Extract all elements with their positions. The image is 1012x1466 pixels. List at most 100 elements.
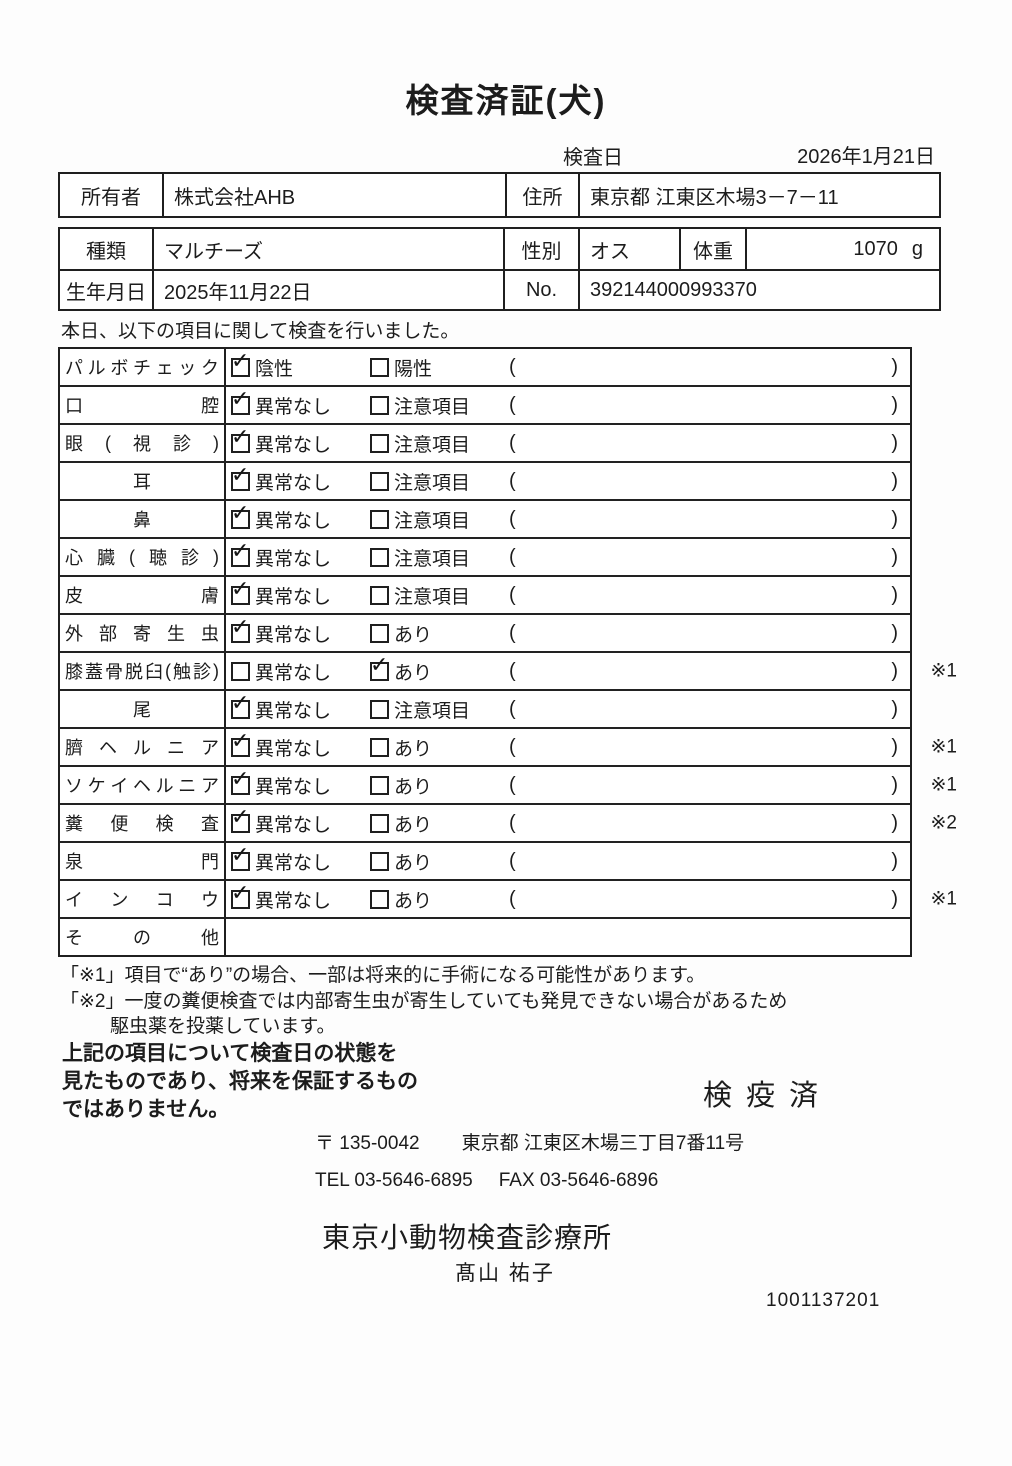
checklist-row-fecal-exam: 糞便検査 ✓ 異常なし あり ( ) ※2 (60, 803, 957, 841)
checklist-item-label: 泉門 (60, 843, 226, 879)
check-mark: ✓ (231, 575, 250, 601)
checklist-row-content: ✓ 異常なし 注意項目 ( ) (226, 539, 910, 575)
paren-close: ) (891, 431, 898, 454)
checklist-row-content: ✓ 異常なし あり ( ) (226, 805, 910, 841)
check-mark: ✓ (231, 841, 250, 867)
checklist-row-nose: 鼻 ✓ 異常なし 注意項目 ( ) (60, 499, 910, 537)
checkbox-caution[interactable] (370, 471, 389, 491)
check-mark: ✓ (231, 499, 250, 525)
document-code: 1001137201 (766, 1290, 881, 1311)
paren-close: ) (891, 659, 898, 682)
paren-open: ( (509, 507, 516, 530)
checkbox-present[interactable] (370, 851, 389, 871)
paren-close: ) (891, 735, 898, 758)
checkbox-present[interactable] (370, 737, 389, 757)
option-label: 異常なし (255, 776, 332, 798)
checkbox-normal[interactable]: ✓ (231, 501, 250, 529)
checkbox-normal[interactable]: ✓ (231, 539, 250, 567)
checklist-item-label: 心臓(聴診) (60, 539, 226, 575)
check-mark: ✓ (231, 385, 250, 411)
checklist-row-content: ✓ 異常なし 注意項目 ( ) (226, 425, 910, 461)
paren-open: ( (509, 697, 516, 720)
checkbox-normal[interactable] (231, 661, 250, 681)
checkbox-normal[interactable]: ✓ (231, 729, 250, 757)
check-mark: ✓ (231, 765, 250, 791)
option-label: 陰性 (255, 358, 294, 380)
option-label: 注意項目 (394, 396, 471, 418)
sex-value: オス (578, 229, 679, 269)
check-mark: ✓ (231, 879, 250, 905)
checkbox-normal[interactable]: ✓ (231, 387, 250, 415)
paren-close: ) (891, 697, 898, 720)
checklist-row-content: ✓ 異常なし あり ( ) (226, 843, 910, 879)
checkbox-present[interactable]: ✓ (370, 653, 389, 681)
owner-label: 所有者 (81, 186, 141, 209)
check-mark: ✓ (370, 651, 389, 677)
checkbox-normal[interactable]: ✓ (231, 881, 250, 909)
check-mark: ✓ (231, 613, 250, 639)
paren-close: ) (891, 355, 898, 378)
checkbox-normal[interactable]: ✓ (231, 843, 250, 871)
checklist-row-tail: 尾 ✓ 異常なし 注意項目 ( ) (60, 689, 910, 727)
paren-open: ( (509, 887, 516, 910)
option-label: 異常なし (255, 510, 332, 532)
checkbox-normal[interactable]: ✓ (231, 767, 250, 795)
checklist-item-label: 眼(視診) (60, 425, 226, 461)
checklist-row-content: ✓ 異常なし 注意項目 ( ) (226, 501, 910, 537)
checkbox-present[interactable] (370, 889, 389, 909)
option-label: あり (394, 776, 433, 798)
checkbox-normal[interactable]: ✓ (231, 577, 250, 605)
footnote-mark: ※1 (930, 736, 958, 758)
no-label: No. (503, 269, 578, 309)
footnote-2-line1: 「※2」一度の糞便検査では内部寄生虫が寄生していても発見できない場合があるため (60, 991, 788, 1012)
checklist-item-label: 臍ヘルニア (60, 729, 226, 765)
checklist-item-label: 鼻 (60, 501, 226, 537)
checkbox-caution[interactable] (370, 699, 389, 719)
paren-close: ) (891, 773, 898, 796)
option-label: 注意項目 (394, 548, 471, 570)
checkbox-caution[interactable] (370, 395, 389, 415)
clinic-address-line: 〒 135-0042 東京都 江東区木場三丁目7番11号 (315, 1128, 744, 1155)
paren-open: ( (509, 393, 516, 416)
checkbox-present[interactable] (370, 813, 389, 833)
check-mark: ✓ (231, 461, 250, 487)
weight-unit: g (911, 237, 923, 260)
checkbox-present[interactable] (370, 775, 389, 795)
checkbox-caution[interactable] (370, 585, 389, 605)
option-label: 注意項目 (394, 472, 471, 494)
checkbox-caution[interactable] (370, 433, 389, 453)
clinic-postal-code: 〒 135-0042 (315, 1133, 420, 1154)
checklist-item-label: 口腔 (60, 387, 226, 423)
checkbox-positive[interactable] (370, 357, 389, 377)
checkbox-caution[interactable] (370, 547, 389, 567)
checklist-item-label: 皮膚 (60, 577, 226, 613)
option-label: 注意項目 (394, 434, 471, 456)
check-mark: ✓ (231, 423, 250, 449)
checkbox-normal[interactable]: ✓ (231, 691, 250, 719)
checklist-row-content: ✓ 異常なし あり ( ) (226, 615, 910, 651)
checkbox-present[interactable] (370, 623, 389, 643)
owner-table: 所有者 株式会社AHB 住所 東京都 江東区木場3－7－11 (58, 172, 941, 218)
check-mark: ✓ (231, 537, 250, 563)
inspection-date-label: 検査日 (563, 147, 623, 169)
option-label: 異常なし (255, 700, 332, 722)
address-value: 東京都 江東区木場3－7－11 (578, 174, 939, 216)
checkbox-normal[interactable]: ✓ (231, 805, 250, 833)
option-label: 異常なし (255, 396, 332, 418)
checklist-row-content: ✓ 異常なし 注意項目 ( ) (226, 387, 910, 423)
paren-close: ) (891, 545, 898, 568)
owner-value: 株式会社AHB (162, 174, 505, 216)
checkbox-caution[interactable] (370, 509, 389, 529)
checkbox-normal[interactable]: ✓ (231, 463, 250, 491)
paren-open: ( (509, 431, 516, 454)
option-label: 陽性 (394, 358, 433, 380)
checkbox-negative[interactable]: ✓ (231, 349, 250, 377)
checklist-row-content: ✓ 異常なし あり ( ) (226, 729, 910, 765)
paren-open: ( (509, 621, 516, 644)
checkbox-normal[interactable]: ✓ (231, 615, 250, 643)
checklist-item-label: 外部寄生虫 (60, 615, 226, 651)
weight-value: 1070 (853, 237, 898, 260)
option-label: 異常なし (255, 814, 332, 836)
checkbox-normal[interactable]: ✓ (231, 425, 250, 453)
paren-close: ) (891, 393, 898, 416)
